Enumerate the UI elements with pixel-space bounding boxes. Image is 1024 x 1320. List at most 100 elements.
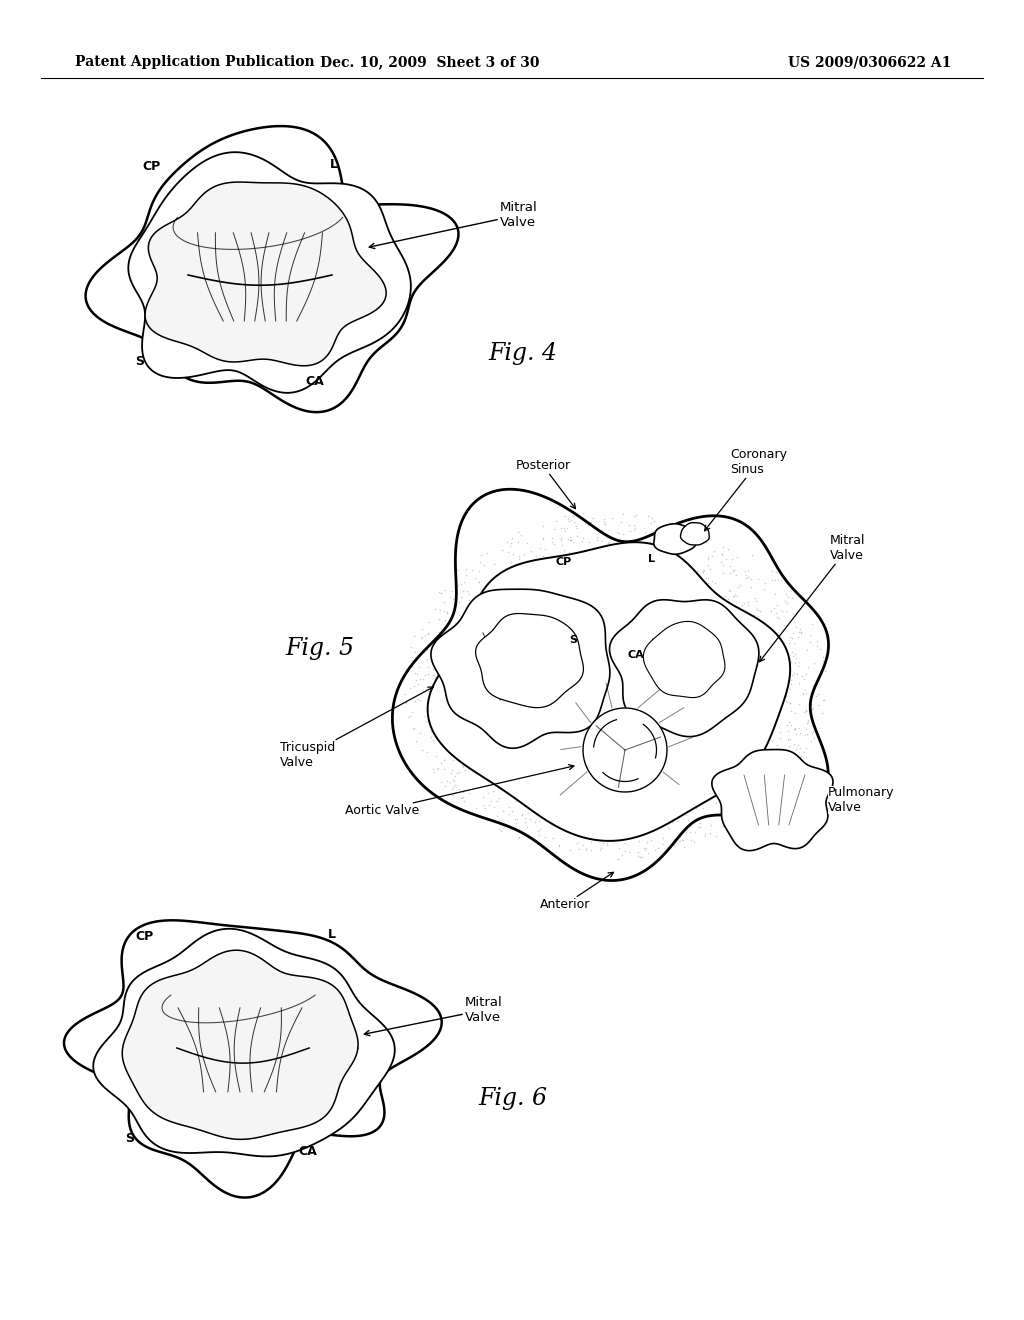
Point: [773, 752, 790, 774]
Point: [730, 577, 746, 598]
Point: [550, 751, 566, 772]
Point: [471, 560, 487, 581]
Point: [403, 649, 420, 671]
Point: [752, 748, 768, 770]
Point: [774, 767, 791, 788]
Point: [687, 787, 703, 808]
Point: [559, 817, 575, 838]
Point: [451, 611, 467, 632]
Point: [640, 788, 656, 809]
Point: [621, 788, 637, 809]
Point: [642, 829, 658, 850]
Point: [583, 751, 599, 772]
Point: [690, 817, 707, 838]
Point: [420, 657, 436, 678]
Point: [503, 532, 519, 553]
Point: [738, 565, 755, 586]
Point: [605, 573, 622, 594]
Point: [649, 682, 666, 704]
Point: [664, 544, 680, 565]
Point: [651, 762, 668, 783]
Point: [443, 779, 460, 800]
Point: [656, 813, 673, 834]
Point: [427, 631, 443, 652]
Point: [642, 770, 658, 791]
Point: [684, 525, 700, 546]
Point: [546, 754, 562, 775]
Point: [662, 702, 678, 723]
Point: [627, 680, 643, 701]
Point: [471, 737, 487, 758]
Point: [814, 702, 830, 723]
Point: [587, 746, 603, 767]
Point: [572, 653, 589, 675]
Point: [642, 531, 658, 552]
Point: [561, 788, 578, 809]
Point: [469, 607, 485, 628]
Point: [729, 752, 745, 774]
Point: [720, 766, 736, 787]
Point: [708, 793, 724, 814]
Point: [494, 742, 510, 763]
Point: [776, 615, 793, 636]
Point: [811, 669, 827, 690]
Point: [457, 616, 473, 638]
Point: [506, 583, 522, 605]
Point: [677, 626, 693, 647]
Point: [688, 777, 705, 799]
Point: [561, 511, 578, 532]
Point: [740, 690, 757, 711]
Point: [565, 690, 582, 711]
Point: [482, 791, 499, 812]
Point: [652, 574, 669, 595]
Point: [736, 591, 753, 612]
Point: [572, 640, 589, 661]
Point: [460, 698, 476, 719]
Point: [693, 532, 710, 553]
Point: [769, 595, 785, 616]
Point: [618, 755, 635, 776]
Point: [548, 511, 564, 532]
Point: [494, 723, 510, 744]
Point: [523, 609, 540, 630]
Point: [507, 609, 523, 630]
Point: [649, 764, 666, 785]
Point: [594, 826, 610, 847]
Point: [726, 731, 742, 752]
Point: [681, 692, 697, 713]
Point: [398, 692, 415, 713]
Point: [436, 601, 453, 622]
Point: [646, 840, 663, 861]
Point: [698, 737, 715, 758]
Point: [545, 772, 561, 793]
Point: [627, 546, 643, 568]
Point: [798, 737, 814, 758]
Point: [485, 553, 502, 574]
Point: [657, 682, 674, 704]
Point: [743, 702, 760, 723]
Point: [654, 719, 671, 741]
Point: [519, 767, 536, 788]
Point: [539, 599, 555, 620]
Point: [611, 837, 628, 858]
Point: [715, 812, 731, 833]
Polygon shape: [86, 127, 459, 412]
Point: [695, 681, 712, 702]
Point: [597, 574, 613, 595]
Point: [652, 784, 669, 805]
Point: [804, 722, 820, 743]
Point: [645, 780, 662, 801]
Point: [785, 663, 802, 684]
Point: [674, 655, 690, 676]
Point: [622, 841, 638, 862]
Point: [665, 593, 681, 614]
Point: [557, 506, 573, 527]
Point: [757, 686, 773, 708]
Point: [401, 677, 418, 698]
Polygon shape: [431, 589, 610, 748]
Point: [667, 632, 683, 653]
Point: [702, 643, 719, 664]
Point: [636, 840, 652, 861]
Point: [516, 812, 532, 833]
Point: [460, 642, 476, 663]
